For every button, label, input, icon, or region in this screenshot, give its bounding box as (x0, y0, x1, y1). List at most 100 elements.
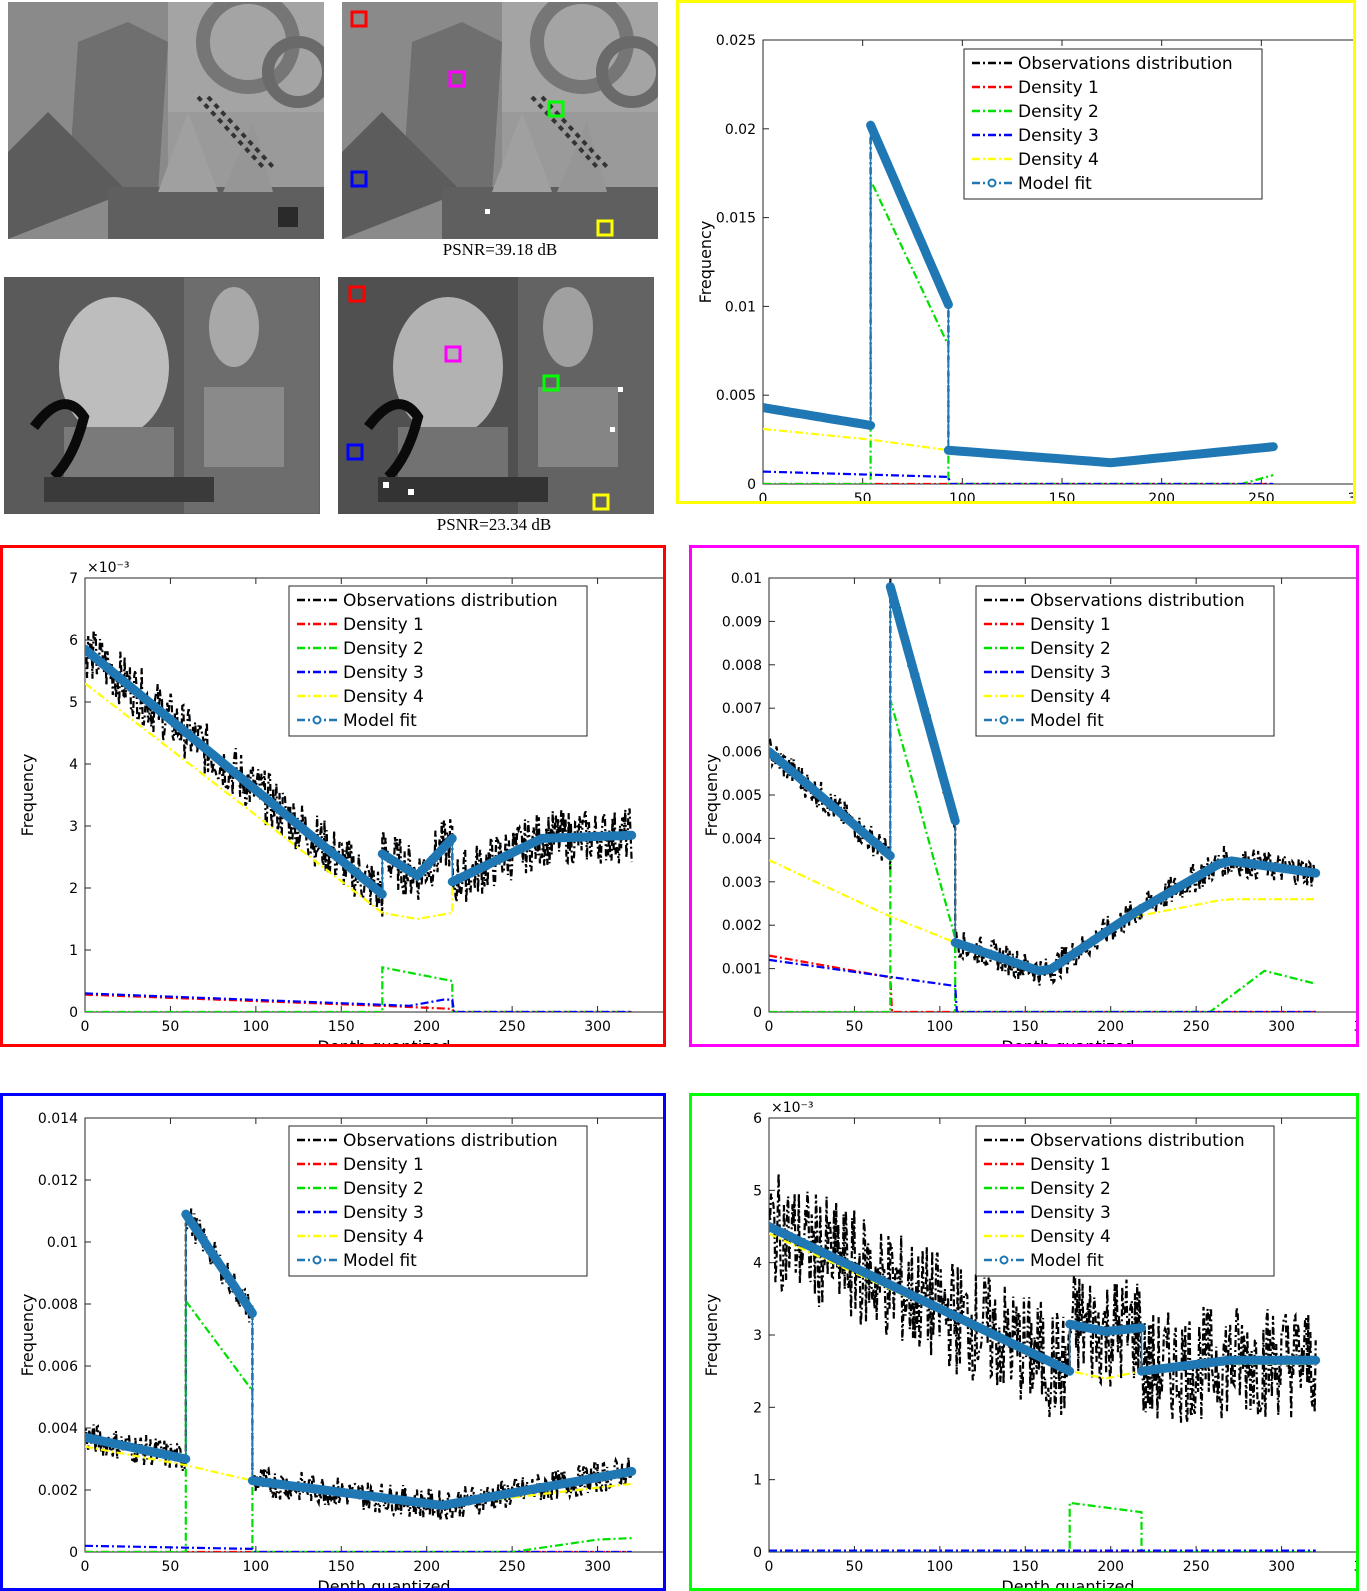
series-model-fit-line (943, 442, 1278, 468)
series-density-3-line (85, 1544, 632, 1552)
series-group (85, 630, 637, 1012)
x-tick-label: 50 (846, 1559, 864, 1575)
series-observations-line (769, 578, 1317, 986)
series-observations-line (769, 1173, 1317, 1423)
psnr-top: PSNR=39.18 dB (442, 240, 558, 259)
y-exponent-label: ×10⁻³ (87, 560, 130, 576)
series-density-2-line (769, 1501, 1316, 1552)
legend-label-fit: Model fit (343, 711, 417, 731)
chart-panel-green: 0 50 100 150 200 250 300 350 0 1 2 3 4 5 6 ×10⁻³ Depth q… (689, 1093, 1359, 1591)
legend-label-d2: Density 2 (1030, 1179, 1111, 1199)
x-tick-label: 150 (1012, 1559, 1039, 1575)
x-tick-label: 250 (499, 1019, 526, 1035)
y-tick-label: 6 (69, 633, 78, 649)
marker-yellow (596, 219, 614, 237)
series-density-3-line (85, 992, 632, 1012)
legend: Observations distribution Density 1 Densit… (963, 48, 1263, 200)
legend: Observations distribution Density 1 Densit… (975, 585, 1275, 737)
chart-red: 05010015020025030035001234567×10⁻³Depth … (18, 560, 663, 1044)
series-model-fit-line (769, 747, 895, 861)
x-tick-label: 300 (584, 1559, 611, 1575)
legend-box (975, 585, 1275, 737)
color-image-noisy (4, 277, 320, 514)
legend-label-d4: Density 4 (343, 687, 424, 707)
y-tick-label: 0.005 (722, 788, 762, 804)
x-tick-label: 100 (949, 491, 976, 501)
y-tick-label: 3 (753, 1328, 762, 1344)
y-tick-label: 0.025 (716, 33, 756, 49)
y-tick-label: 3 (69, 819, 78, 835)
y-tick-label: 2 (753, 1400, 762, 1416)
chart-yellow: 0 50 100 150 200 250 300 0 0.005 0.01 0.015 0.02 0.0… (696, 33, 1353, 501)
legend-fit-marker (999, 715, 1009, 725)
marker-green (547, 100, 565, 118)
legend-label-obs: Observations distribution (343, 591, 558, 611)
y-tick-label: 0.008 (38, 1297, 78, 1313)
chart-green: 0 50 100 150 200 250 300 350 0 1 2 3 4 5 6 ×10⁻³ Depth q… (702, 1100, 1356, 1588)
chart-blue: 05010015020025030035000.0020.0040.0060.0… (18, 1111, 663, 1588)
series-model-fit-line (247, 1466, 637, 1511)
chart-panel-magenta: 0 50 100 150 200 250 300 350 0 0.001 0.002 0.003 0.0… (689, 545, 1359, 1047)
legend-label-d3: Density 3 (343, 663, 424, 683)
x-tick-label: 200 (1148, 491, 1175, 501)
x-tick-label: 200 (413, 1559, 440, 1575)
series-model-fit-line (866, 120, 953, 310)
legend: Observations distribution Density 1 Densit… (288, 585, 588, 737)
series-group (763, 120, 1278, 484)
y-tick-label: 2 (69, 881, 78, 897)
series-model-fit-line (85, 1432, 191, 1464)
y-tick-label: 0.01 (725, 299, 756, 315)
legend-label-d4: Density 4 (1030, 1227, 1111, 1247)
legend-box (963, 48, 1263, 200)
legend-label-obs: Observations distribution (343, 1131, 558, 1151)
x-axis-label: Depth quantized (1001, 1577, 1134, 1588)
y-tick-label: 0.008 (722, 658, 762, 674)
x-tick-label: 150 (328, 1019, 355, 1035)
legend-label-d2: Density 2 (343, 1179, 424, 1199)
legend-label-d1: Density 1 (1030, 1155, 1111, 1175)
legend-label-d1: Density 1 (1018, 78, 1099, 98)
legend-label-d3: Density 3 (1030, 663, 1111, 683)
x-tick-label: 50 (846, 1019, 864, 1035)
legend-label-d1: Density 1 (343, 1155, 424, 1175)
y-tick-label: 0.004 (38, 1421, 78, 1437)
x-tick-label: 300 (1348, 491, 1353, 501)
x-tick-label: 100 (242, 1559, 269, 1575)
y-tick-label: 6 (753, 1111, 762, 1127)
y-tick-label: 0.002 (38, 1483, 78, 1499)
series-density-2-line (769, 699, 1316, 1012)
x-tick-label: 300 (584, 1019, 611, 1035)
chart-panel-red: 05010015020025030035001234567×10⁻³Depth … (0, 545, 666, 1047)
x-tick-label: 0 (759, 491, 768, 501)
legend: Observations distribution Density 1 Densit… (288, 1125, 588, 1277)
depth-map-clean-image (8, 2, 324, 239)
x-axis-label: Depth quantized (1001, 1037, 1134, 1044)
y-tick-label: 0.003 (722, 875, 762, 891)
series-density-4-line (85, 1445, 632, 1507)
y-tick-label: 7 (69, 571, 78, 587)
y-tick-label: 0.009 (722, 614, 762, 630)
series-density-3-line (763, 470, 1274, 484)
x-tick-label: 250 (1248, 491, 1275, 501)
y-axis-label: Frequency (18, 754, 37, 837)
legend-label-fit: Model fit (1018, 174, 1092, 194)
series-model-fit-line (885, 582, 960, 826)
x-tick-label: 350 (1354, 1559, 1356, 1575)
legend-box (288, 585, 588, 737)
legend-fit-marker (312, 1255, 322, 1265)
psnr-bottom: PSNR=23.34 dB (436, 515, 552, 534)
y-tick-label: 0.005 (716, 388, 756, 404)
y-tick-label: 4 (753, 1256, 762, 1272)
series-model-fit-line (763, 403, 876, 430)
y-tick-label: 1 (69, 943, 78, 959)
y-exponent-label: ×10⁻³ (771, 1100, 814, 1116)
x-tick-label: 250 (499, 1559, 526, 1575)
legend-box (975, 1125, 1275, 1277)
y-tick-label: 4 (69, 757, 78, 773)
series-model-fit-line (181, 1209, 257, 1318)
marker-red (350, 10, 368, 28)
legend-label-d2: Density 2 (1030, 639, 1111, 659)
marker-magenta (448, 70, 466, 88)
y-axis-label: Frequency (702, 1294, 721, 1377)
color-image-denoised-image (338, 277, 654, 514)
